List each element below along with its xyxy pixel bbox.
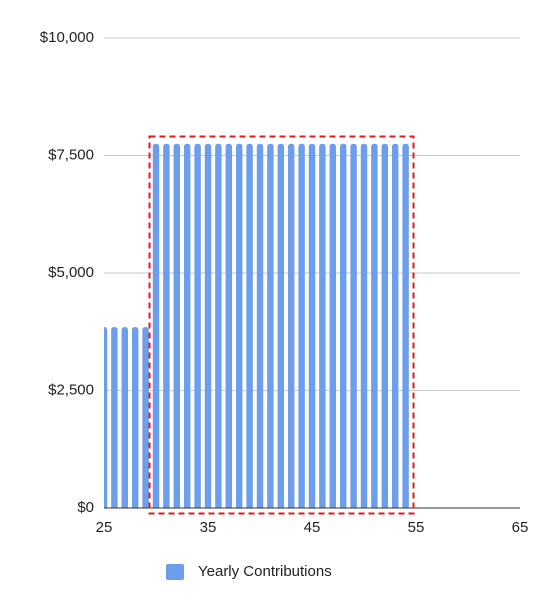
bar <box>298 143 305 508</box>
y-tick-label: $2,500 <box>48 381 94 398</box>
bar <box>121 327 129 508</box>
legend-swatch <box>166 564 184 580</box>
bar <box>111 327 118 508</box>
bar <box>308 143 316 508</box>
x-tick-label: 35 <box>200 519 217 536</box>
bar <box>215 143 222 508</box>
y-tick-label: $5,000 <box>48 264 94 281</box>
highlight-box <box>148 135 415 515</box>
bar <box>246 143 253 508</box>
y-tick-label: $0 <box>77 499 94 516</box>
bar <box>194 143 201 508</box>
legend-label: Yearly Contributions <box>198 563 332 580</box>
bar <box>142 327 149 508</box>
bar <box>277 143 285 508</box>
bar <box>329 143 337 508</box>
x-tick-label: 45 <box>304 519 321 536</box>
x-tick-label: 55 <box>408 519 425 536</box>
bar <box>131 327 139 508</box>
bar <box>183 143 191 508</box>
bar <box>104 327 108 508</box>
bar <box>267 143 274 508</box>
bar <box>350 143 357 508</box>
x-tick-label: 65 <box>512 519 529 536</box>
bar <box>204 143 212 508</box>
y-tick-label: $10,000 <box>40 29 94 46</box>
bar <box>163 143 170 508</box>
bar <box>360 143 368 508</box>
bar <box>287 143 295 508</box>
bar <box>173 143 181 508</box>
bar <box>319 143 326 508</box>
bar <box>391 143 399 508</box>
bar <box>402 143 409 508</box>
bar <box>339 143 347 508</box>
bar-layer <box>104 143 409 508</box>
bar <box>256 143 264 508</box>
bar <box>381 143 389 508</box>
bar <box>152 143 160 508</box>
bar <box>225 143 233 508</box>
x-tick-label: 25 <box>96 519 113 536</box>
bar <box>235 143 243 508</box>
legend: Yearly Contributions <box>166 563 332 580</box>
y-tick-label: $7,500 <box>48 146 94 163</box>
bar <box>371 143 378 508</box>
